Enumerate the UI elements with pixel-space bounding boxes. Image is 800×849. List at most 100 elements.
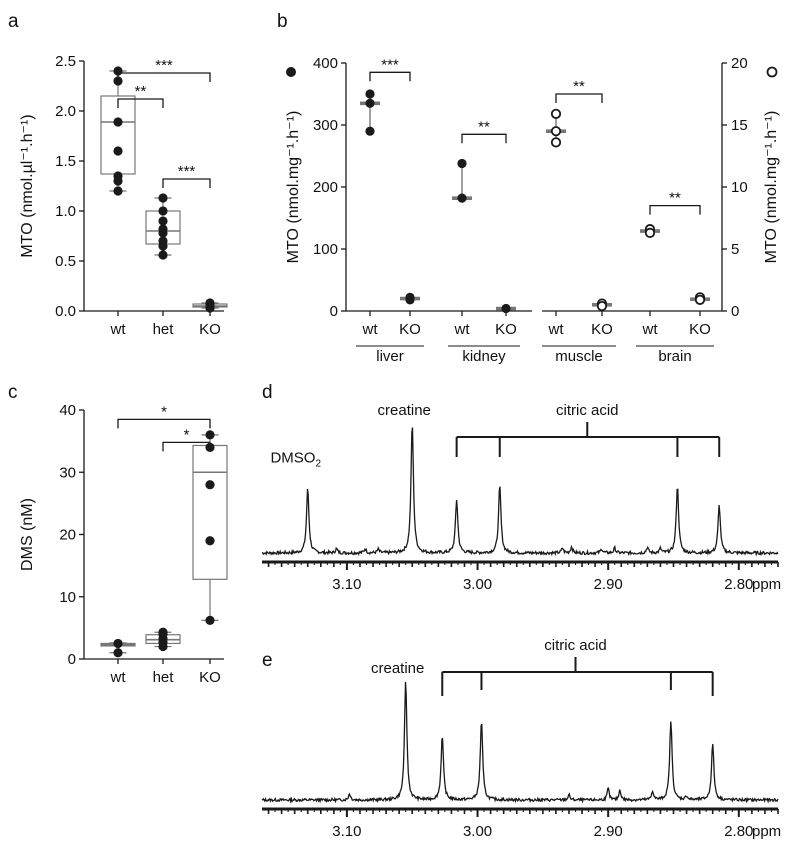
y-tick-label-left: 200 <box>313 179 338 196</box>
peak-annotation-subscript: 2 <box>315 459 321 470</box>
x-tick-label: 2.90 <box>594 576 623 593</box>
peak-annotation: citric acid <box>556 402 619 419</box>
x-tick-label: KO <box>689 321 711 338</box>
x-tick-label: wt <box>642 321 659 338</box>
significance-label: ** <box>669 190 681 207</box>
y-tick-label: 2.5 <box>55 53 76 70</box>
tissue-label: brain <box>658 348 691 365</box>
x-tick-label: wt <box>548 321 565 338</box>
x-tick-label: het <box>153 669 175 686</box>
significance-bracket <box>369 71 411 82</box>
data-point <box>205 536 215 546</box>
data-point <box>550 126 562 137</box>
y-tick-label: 1.5 <box>55 153 76 170</box>
x-tick-label: KO <box>495 321 517 338</box>
data-point <box>205 615 215 626</box>
legend-open-marker <box>766 66 778 78</box>
legend-filled-marker <box>286 67 296 77</box>
significance-bracket <box>117 98 164 108</box>
data-point <box>158 250 168 260</box>
panel-letter: c <box>8 382 18 403</box>
x-axis-label: ppm <box>752 576 781 593</box>
y-axis-label-left: MTO (nmol.mg⁻¹.h⁻¹) <box>285 111 302 264</box>
data-point <box>113 146 123 156</box>
y-tick-label: 0.5 <box>55 253 76 270</box>
y-tick-label: 1.0 <box>55 203 76 220</box>
box <box>192 444 228 580</box>
data-point <box>158 241 168 251</box>
significance-bracket <box>649 204 701 215</box>
data-point <box>113 186 123 196</box>
y-tick-label: 2.0 <box>55 103 76 120</box>
data-point <box>205 480 215 490</box>
data-point <box>365 126 375 136</box>
tissue-label: liver <box>376 348 404 365</box>
panel-a: a 0.0 0.5 1.0 1.5 2.0 2.5 MTO (nmol.µl⁻¹.h⁻¹) wt… <box>8 11 228 338</box>
significance-label: *** <box>155 57 173 74</box>
tissue-label: kidney <box>462 348 506 365</box>
data-point <box>158 627 168 637</box>
y-axis-label-right: MTO (nmol.mg⁻¹.h⁻¹) <box>763 111 780 264</box>
significance-bracket <box>162 178 211 188</box>
y-tick-label-left: 0 <box>330 303 338 320</box>
y-tick-label: 30 <box>59 464 76 481</box>
data-point <box>205 298 215 308</box>
y-tick-label-right: 0 <box>731 303 739 320</box>
peak-annotation: DMSO2 <box>270 450 321 470</box>
x-tick-label: wt <box>454 321 471 338</box>
data-point <box>158 216 168 226</box>
y-tick-label-left: 100 <box>313 241 338 258</box>
y-tick-label: 0 <box>68 651 76 668</box>
x-tick-label: wt <box>110 321 127 338</box>
data-point <box>550 137 562 148</box>
panel-letter: d <box>262 382 273 403</box>
y-tick-label-right: 10 <box>731 179 748 196</box>
x-tick-label: 2.80 <box>724 576 753 593</box>
data-point <box>405 295 415 305</box>
data-point <box>457 158 467 169</box>
data-point <box>550 108 562 119</box>
data-point <box>158 228 168 238</box>
significance-label: *** <box>381 56 399 73</box>
x-tick-label: 3.00 <box>463 576 492 593</box>
y-tick-label: 0.0 <box>55 303 76 320</box>
data-point <box>644 227 656 238</box>
x-tick-label: KO <box>399 321 421 338</box>
significance-bracket <box>117 418 211 429</box>
y-tick-label: 40 <box>59 402 76 419</box>
x-tick-label: KO <box>591 321 613 338</box>
x-tick-label: 2.90 <box>594 823 623 840</box>
peak-annotation: citric acid <box>544 637 607 654</box>
y-tick-label-right: 5 <box>731 241 739 258</box>
y-tick-label-left: 400 <box>313 55 338 72</box>
x-tick-label: wt <box>110 669 127 686</box>
y-axis-label: DMS (nM) <box>19 498 36 571</box>
significance-label: ** <box>573 78 585 95</box>
significance-label: ** <box>135 83 147 100</box>
data-point <box>113 117 123 127</box>
x-tick-label: KO <box>199 321 221 338</box>
x-tick-label: het <box>153 321 175 338</box>
data-point <box>158 206 168 216</box>
data-point <box>365 89 375 99</box>
nmr-spectrum-trace <box>261 427 779 557</box>
data-point <box>113 638 123 649</box>
significance-label: * <box>184 426 190 443</box>
x-tick-label: wt <box>362 321 379 338</box>
significance-label: ** <box>478 118 490 135</box>
data-point <box>113 176 123 186</box>
y-tick-label-right: 20 <box>731 55 748 72</box>
significance-bracket <box>162 441 211 452</box>
panel-b: b 0 100 200 300 400 0 5 10 15 20 MTO (nmol.mg⁻¹.h⁻¹… <box>277 11 780 365</box>
x-tick-label: 3.10 <box>332 576 361 593</box>
data-point <box>501 303 511 314</box>
panel-letter: b <box>277 11 288 32</box>
x-tick-label: 2.80 <box>724 823 753 840</box>
panel-letter: a <box>8 11 19 32</box>
data-point <box>158 193 168 203</box>
y-tick-label: 20 <box>59 527 76 544</box>
tissue-label: muscle <box>555 348 603 365</box>
significance-bracket <box>555 93 603 103</box>
data-point <box>596 300 608 312</box>
